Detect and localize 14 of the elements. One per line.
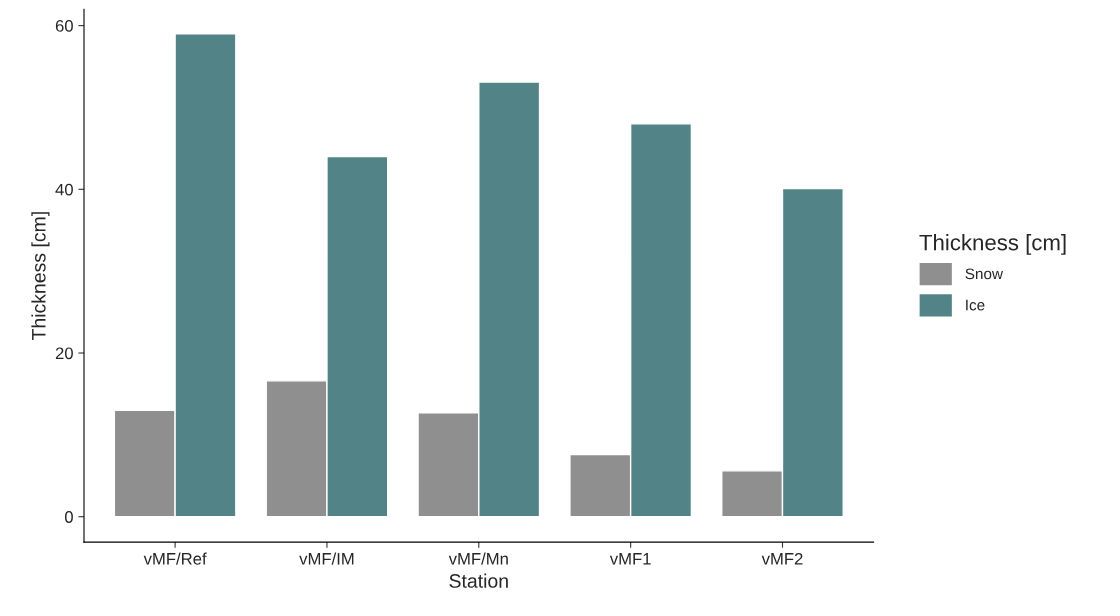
legend-label: Ice: [966, 299, 985, 311]
legend-label: Snow: [965, 268, 1004, 280]
x-axis-title: Station: [449, 573, 508, 588]
x-tick-label: vMF/Mn: [448, 552, 508, 565]
y-tick-label: 0: [64, 511, 73, 523]
y-tick-label: 40: [55, 183, 73, 196]
x-tick-label: vMF/IM: [299, 552, 354, 565]
y-axis-title: Thickness [cm]: [31, 212, 50, 341]
y-tick-label: 60: [55, 20, 73, 32]
y-tick-label: 20: [55, 347, 73, 360]
x-tick-label: vMF/Ref: [143, 552, 207, 565]
x-tick-label: vMF1: [609, 553, 651, 565]
legend-title: Thickness [cm]: [919, 234, 1066, 255]
x-tick-label: vMF2: [761, 552, 803, 565]
